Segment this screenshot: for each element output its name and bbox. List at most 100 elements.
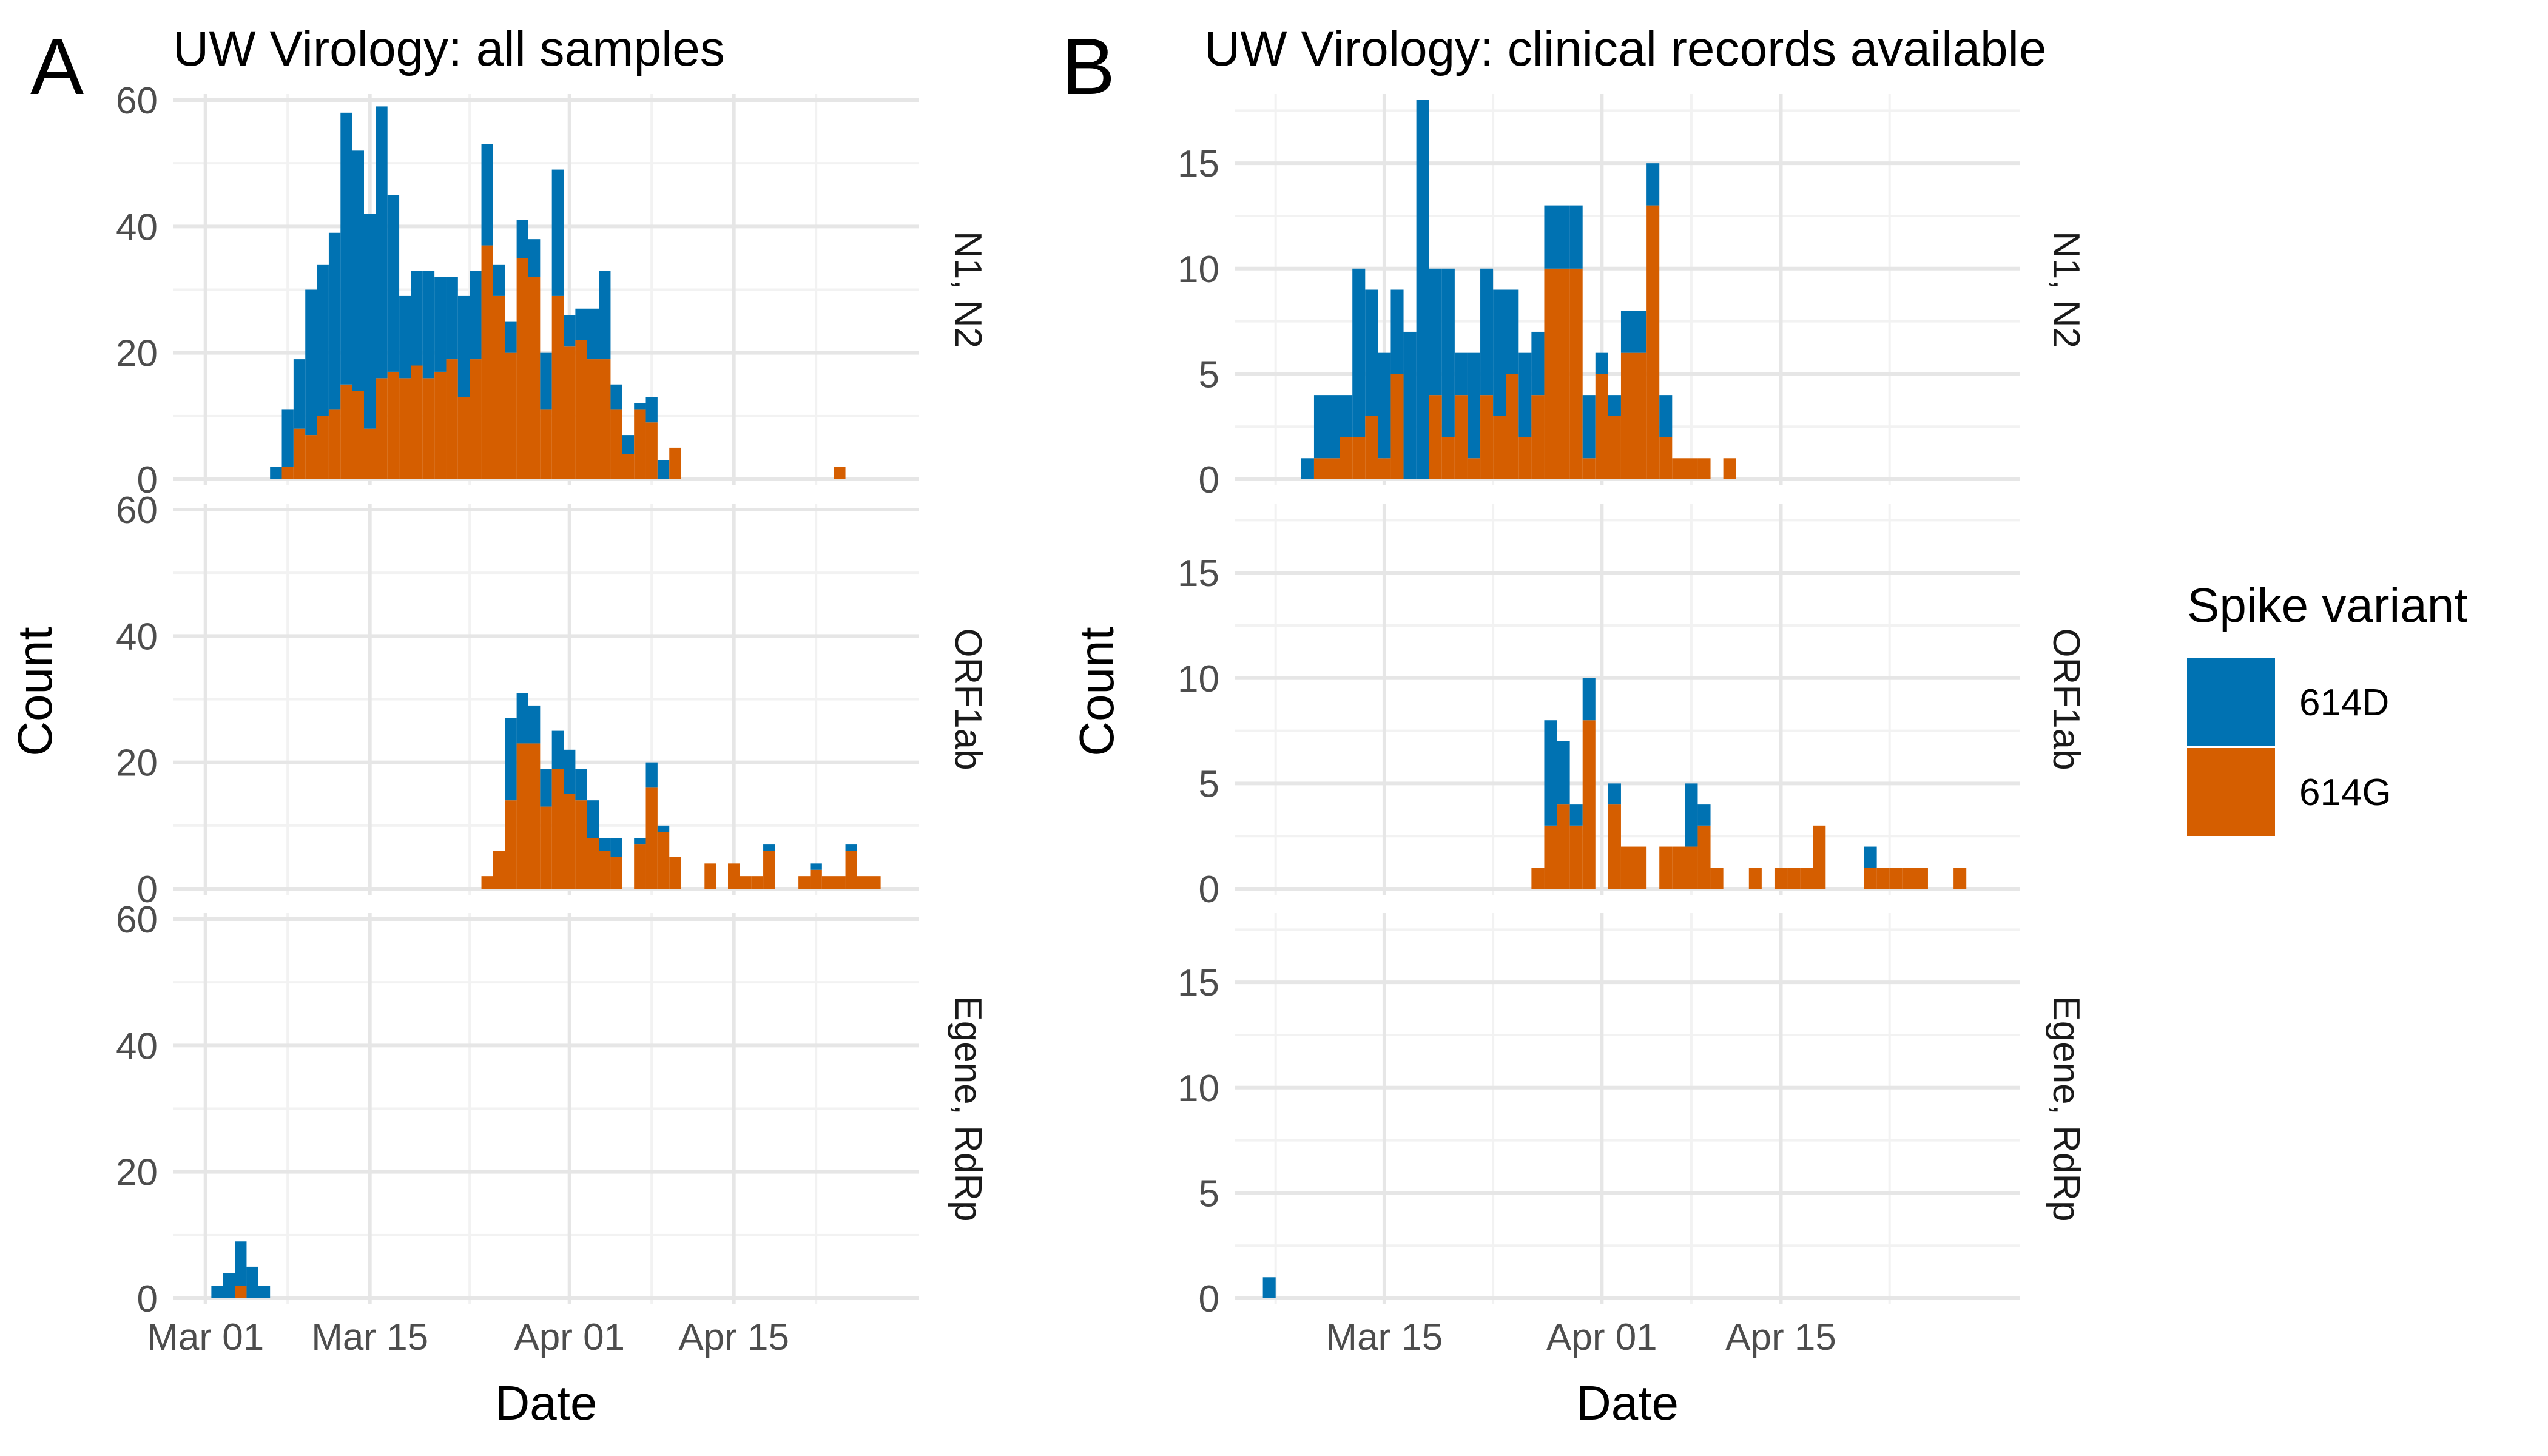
bar-segment-614D [1582,678,1596,721]
bar-segment-614G [1697,458,1711,479]
y-tick-label: 0 [1199,459,1219,501]
bar-segment-614G [587,838,599,889]
y-tick-label: 5 [1199,1173,1219,1215]
bar-segment-614G [1748,868,1762,889]
bar-segment-614G [622,454,635,479]
bar-segment-614G [645,787,658,889]
bar-segment-614G [610,857,622,889]
bar-segment-614G [411,365,423,479]
panel-label: B [1062,22,1115,111]
bar-segment-614D [446,277,458,360]
bar-segment-614G [551,769,564,889]
bar-segment-614G [564,346,576,479]
bar-segment-614G [669,857,681,889]
bar-segment-614G [516,743,528,889]
bar-segment-614D [246,1266,258,1298]
bar-segment-614D [657,825,670,832]
bar-segment-614D [305,289,317,436]
bar-segment-614D [223,1273,235,1298]
legend: Spike variant 614D 614G [2187,578,2467,836]
bar-segment-614D [270,467,282,479]
bar-segment-614D [1518,352,1532,437]
y-tick-label: 0 [137,1278,158,1320]
x-axis-title: Date [495,1376,598,1430]
facet: 0 5 10 15 ORF1ab [1178,504,2087,911]
facet: 0 20 40 60 Egene, RdRp [116,899,989,1320]
bar-segment-614G [470,359,482,479]
y-tick-label: 0 [1199,869,1219,911]
bar-segment-614D [457,295,470,397]
bar-segment-614D [575,769,587,801]
x-tick-label: Mar 15 [1326,1316,1443,1358]
y-tick-label: 60 [116,490,158,531]
bar-segment-614G [364,428,376,479]
panel-label: A [30,22,84,111]
bar-segment-614D [528,239,541,277]
x-axis-title: Date [1576,1376,1679,1430]
bar-segment-614D [540,352,552,410]
bar-segment-614D [1685,783,1698,847]
bar-segment-614G [1313,458,1327,479]
panel-a: A UW Virology: all samples 0 20 40 60 N1, N2 0 2… [8,21,989,1430]
bar-segment-614D [422,271,435,379]
bar-segment-614D [1403,331,1417,479]
bar-segment-614G [352,391,364,479]
bar-segment-614G [645,422,658,479]
y-tick-label: 5 [1199,354,1219,396]
bar-segment-614G [1569,268,1583,479]
bar-segment-614D [1659,395,1673,437]
bar-segment-614G [1429,395,1442,479]
bar-segment-614G [1953,868,1967,889]
bar-segment-614D [575,308,587,340]
bar-segment-614G [1889,868,1903,889]
bar-segment-614D [411,271,423,366]
bar-segment-614G [1557,804,1570,889]
bar-segment-614D [1646,163,1660,206]
x-tick-label: Mar 15 [311,1316,428,1358]
bar-segment-614G [340,384,352,479]
bar-segment-614D [258,1286,271,1298]
bar-segment-614G [505,352,517,479]
bar-segment-614G [845,851,857,889]
bar-segment-614G [399,378,411,479]
bar-segment-614G [1634,846,1647,889]
legend-title: Spike variant [2187,578,2467,632]
legend-swatch [2187,658,2275,746]
bar-segment-614G [798,876,811,889]
bar-segment-614D [211,1286,223,1298]
bar-segment-614G [1493,416,1506,479]
facet-strip-label: Egene, RdRp [947,996,989,1221]
bar-segment-614G [1365,416,1378,479]
bar-segment-614G [704,863,716,889]
bar-segment-614G [505,800,517,889]
bar-segment-614D [1390,289,1404,374]
bar-segment-614D [551,730,564,769]
facet-strip-label: N1, N2 [947,231,989,348]
bar-segment-614G [857,876,869,889]
bar-segment-614D [1864,846,1877,868]
y-axis-title: Count [1070,627,1124,756]
bar-segment-614D [340,112,352,385]
y-tick-label: 40 [116,616,158,658]
bar-segment-614G [434,371,447,479]
bar-segment-614G [1340,437,1353,479]
bar-segment-614G [1506,374,1519,479]
bar-segment-614G [564,794,576,889]
bar-segment-614D [528,705,541,744]
bar-segment-614D [1544,720,1557,826]
bar-segment-614G [763,851,775,889]
bar-segment-614G [516,258,528,479]
bar-segment-614G [281,467,294,479]
bar-segment-614G [293,428,306,479]
bar-segment-614D [551,169,564,296]
y-tick-label: 15 [1178,143,1219,185]
bar-segment-614D [564,749,576,794]
bar-segment-614G [657,832,670,889]
bar-segment-614G [834,876,846,889]
y-tick-label: 20 [116,1152,158,1194]
bar-segment-614G [1582,720,1596,889]
bar-segment-614D [1454,352,1468,396]
bar-segment-614G [1915,868,1928,889]
bar-segment-614D [1365,289,1378,416]
